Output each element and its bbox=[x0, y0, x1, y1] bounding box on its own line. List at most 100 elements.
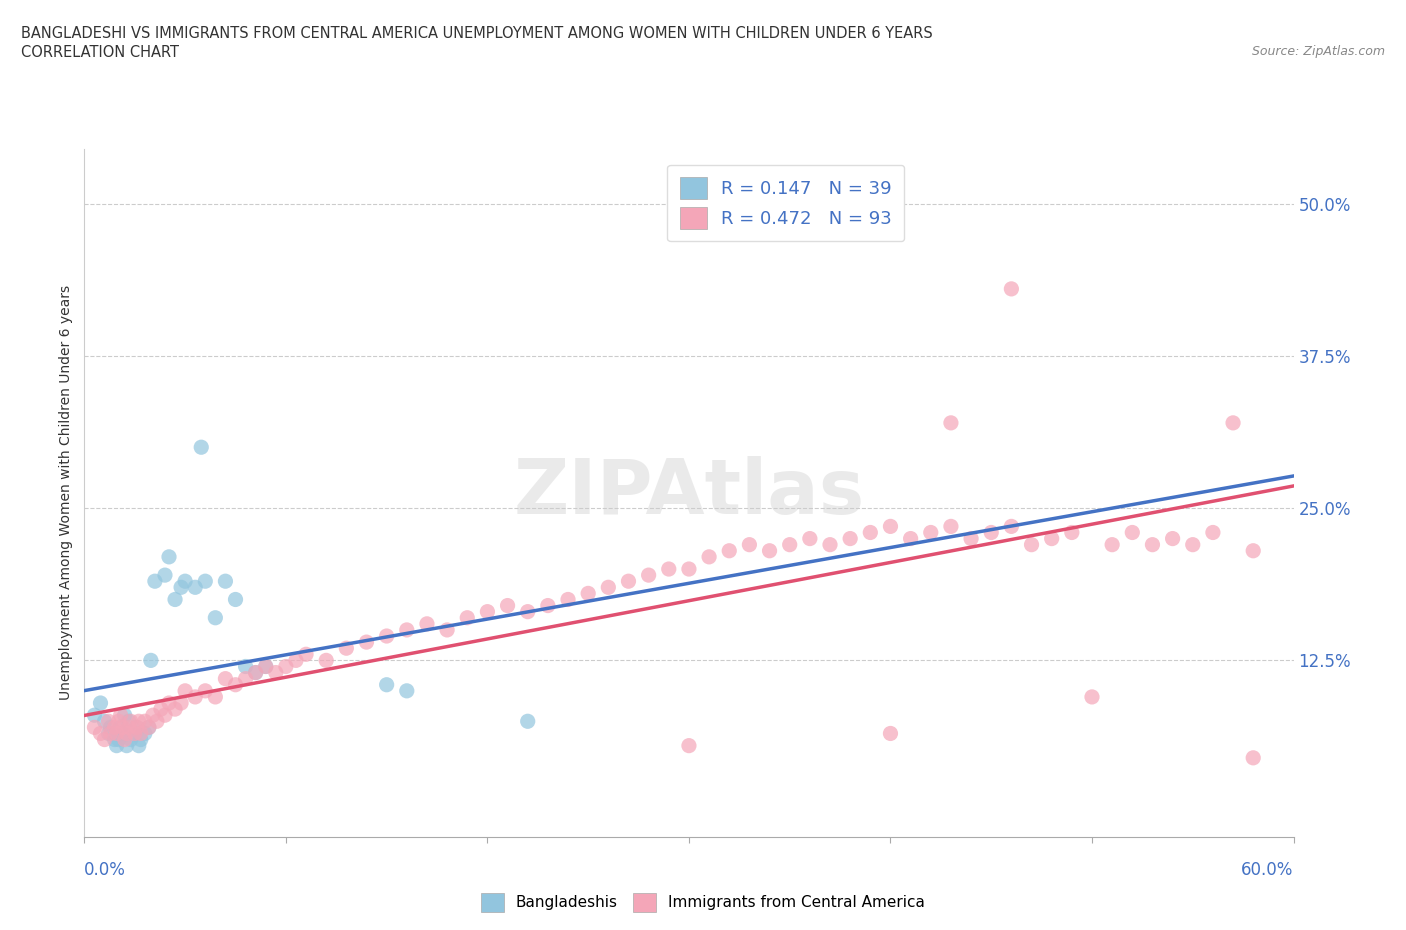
Point bbox=[138, 720, 160, 735]
Point bbox=[1060, 525, 1083, 540]
Point bbox=[1040, 531, 1063, 546]
Point bbox=[284, 653, 308, 668]
Point bbox=[859, 525, 882, 540]
Point bbox=[111, 720, 134, 735]
Text: 60.0%: 60.0% bbox=[1241, 860, 1294, 879]
Point bbox=[658, 562, 681, 577]
Point bbox=[738, 538, 761, 552]
Point bbox=[110, 708, 132, 723]
Point bbox=[818, 538, 841, 552]
Point bbox=[97, 714, 120, 729]
Point bbox=[758, 543, 780, 558]
Point bbox=[214, 671, 236, 686]
Point bbox=[678, 738, 700, 753]
Point bbox=[939, 519, 962, 534]
Point bbox=[146, 714, 169, 729]
Point bbox=[537, 598, 560, 613]
Point bbox=[129, 732, 152, 747]
Point bbox=[939, 416, 962, 431]
Point bbox=[1241, 751, 1264, 765]
Text: Source: ZipAtlas.com: Source: ZipAtlas.com bbox=[1251, 45, 1385, 58]
Text: 0.0%: 0.0% bbox=[84, 860, 127, 879]
Point bbox=[114, 708, 136, 723]
Point bbox=[1101, 538, 1123, 552]
Point bbox=[1081, 689, 1104, 704]
Point bbox=[118, 720, 141, 735]
Point bbox=[129, 726, 152, 741]
Point bbox=[125, 720, 148, 735]
Point bbox=[245, 665, 267, 680]
Point bbox=[174, 684, 197, 698]
Point bbox=[124, 726, 146, 741]
Point bbox=[1000, 282, 1022, 297]
Point bbox=[235, 671, 257, 686]
Point bbox=[157, 550, 180, 565]
Point bbox=[436, 622, 458, 637]
Point bbox=[104, 720, 127, 735]
Point bbox=[194, 574, 217, 589]
Point bbox=[93, 732, 115, 747]
Point bbox=[879, 726, 901, 741]
Point bbox=[170, 696, 193, 711]
Point bbox=[254, 659, 277, 674]
Point bbox=[120, 714, 142, 729]
Point bbox=[184, 580, 207, 595]
Point bbox=[356, 634, 378, 649]
Point bbox=[557, 592, 579, 607]
Point bbox=[335, 641, 357, 656]
Point bbox=[516, 714, 538, 729]
Point bbox=[165, 701, 187, 716]
Point bbox=[204, 689, 226, 704]
Point bbox=[637, 567, 659, 582]
Point bbox=[225, 592, 247, 607]
Point bbox=[214, 574, 236, 589]
Point bbox=[235, 659, 257, 674]
Point bbox=[125, 720, 148, 735]
Point bbox=[153, 708, 176, 723]
Point bbox=[157, 696, 180, 711]
Point bbox=[165, 592, 187, 607]
Point bbox=[128, 714, 150, 729]
Point bbox=[576, 586, 599, 601]
Point bbox=[104, 732, 127, 747]
Point bbox=[496, 598, 519, 613]
Point bbox=[190, 440, 212, 455]
Point bbox=[134, 714, 156, 729]
Point bbox=[295, 647, 318, 662]
Point bbox=[960, 531, 983, 546]
Point bbox=[1161, 531, 1184, 546]
Point bbox=[617, 574, 640, 589]
Point bbox=[1241, 543, 1264, 558]
Point bbox=[1202, 525, 1225, 540]
Point bbox=[118, 714, 141, 729]
Point bbox=[100, 726, 122, 741]
Point bbox=[516, 604, 538, 619]
Point bbox=[1021, 538, 1043, 552]
Point bbox=[879, 519, 901, 534]
Point bbox=[115, 738, 138, 753]
Point bbox=[1142, 538, 1164, 552]
Point bbox=[718, 543, 741, 558]
Point bbox=[194, 684, 217, 698]
Point bbox=[89, 726, 111, 741]
Point bbox=[89, 696, 111, 711]
Point bbox=[100, 720, 122, 735]
Point bbox=[139, 653, 162, 668]
Point bbox=[105, 726, 128, 741]
Point bbox=[678, 562, 700, 577]
Y-axis label: Unemployment Among Women with Children Under 6 years: Unemployment Among Women with Children U… bbox=[59, 286, 73, 700]
Point bbox=[416, 617, 439, 631]
Point bbox=[107, 714, 129, 729]
Point bbox=[110, 720, 132, 735]
Point bbox=[375, 677, 398, 692]
Point bbox=[149, 701, 172, 716]
Legend: R = 0.147   N = 39, R = 0.472   N = 93: R = 0.147 N = 39, R = 0.472 N = 93 bbox=[666, 165, 904, 241]
Point bbox=[920, 525, 942, 540]
Text: ZIPAtlas: ZIPAtlas bbox=[513, 456, 865, 530]
Point bbox=[128, 738, 150, 753]
Point bbox=[395, 684, 418, 698]
Point bbox=[170, 580, 193, 595]
Point bbox=[598, 580, 620, 595]
Point bbox=[1000, 519, 1022, 534]
Point bbox=[900, 531, 922, 546]
